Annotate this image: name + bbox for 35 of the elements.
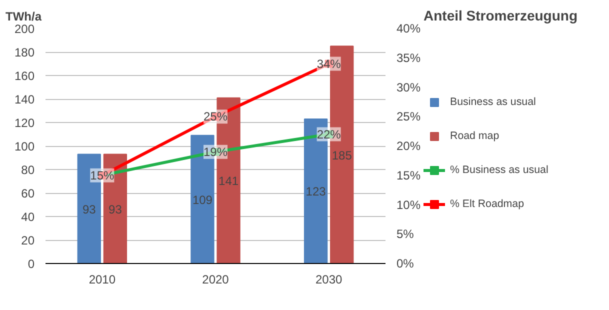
y-tick-label: 180 — [14, 46, 35, 60]
data-label: 109 — [192, 192, 213, 207]
data-label: 141 — [218, 174, 239, 188]
y-tick-label: 160 — [14, 69, 35, 83]
legend-label: Business as usual — [450, 96, 536, 108]
data-label: 185 — [332, 148, 352, 162]
y-tick-label: 200 — [14, 22, 35, 36]
y2-tick-label: 5% — [396, 227, 414, 242]
data-label: 93 — [82, 202, 96, 216]
y2-tick-label: 10% — [396, 198, 421, 212]
x-tick-label: 2030 — [315, 272, 343, 286]
y-tick-label: 40 — [21, 210, 35, 224]
y-tick-label: 100 — [14, 140, 35, 154]
y2-tick-label: 20% — [396, 139, 421, 153]
x-tick-label: 2010 — [88, 272, 116, 286]
data-label: 93 — [108, 202, 122, 216]
y-tick-label: 0 — [28, 257, 35, 271]
x-tick-label: 2020 — [202, 272, 230, 286]
y-tick-label: 120 — [14, 116, 35, 130]
y2-tick-label: 35% — [396, 50, 421, 65]
y-tick-label: 140 — [14, 92, 35, 106]
y2-tick-label: 15% — [396, 168, 421, 182]
y-tick-label: 80 — [21, 163, 35, 177]
data-label: 123 — [306, 184, 326, 199]
y2-axis-title: Anteil Stromerzeugung — [424, 8, 578, 24]
y2-tick-label: 40% — [396, 22, 421, 36]
y-tick-label: 60 — [21, 186, 35, 200]
y-tick-label: 20 — [21, 234, 35, 248]
legend-label: Road map — [450, 130, 500, 142]
y-axis-title: TWh/a — [6, 10, 42, 24]
y2-tick-label: 0% — [396, 256, 414, 270]
y2-tick-label: 25% — [396, 110, 421, 124]
legend-label: % Business as usual — [450, 164, 548, 176]
legend-label: % Elt Roadmap — [450, 198, 524, 210]
y2-tick-label: 30% — [396, 80, 421, 94]
